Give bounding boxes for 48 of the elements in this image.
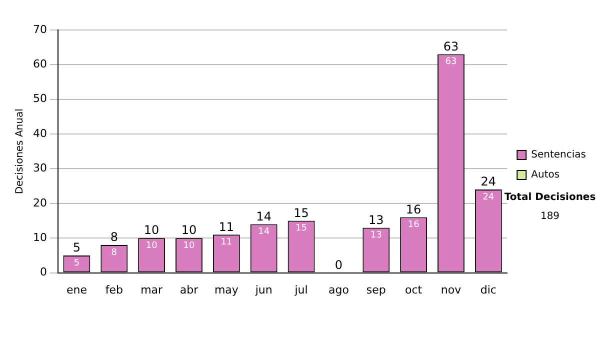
total-label: 0 xyxy=(334,258,343,272)
data-label: 10 xyxy=(146,240,158,251)
x-tick-label: dic xyxy=(480,283,496,296)
x-tick-label: nov xyxy=(440,283,462,296)
total-label: 14 xyxy=(256,209,272,224)
total-label: 24 xyxy=(480,174,496,189)
annotation: Total Decisiones xyxy=(503,192,597,203)
legend-label: Autos xyxy=(531,170,560,181)
data-label: 10 xyxy=(183,240,195,251)
total-label: 11 xyxy=(218,220,234,234)
total-label: 8 xyxy=(110,230,118,244)
x-tick-label: jun xyxy=(254,283,272,296)
y-tick-label: 40 xyxy=(32,126,47,140)
data-label: 15 xyxy=(296,224,308,234)
data-label: 13 xyxy=(370,230,382,241)
total-label: 15 xyxy=(294,206,309,220)
x-tick-label: mar xyxy=(140,283,164,296)
x-tick-label: abr xyxy=(180,283,199,296)
total-label: 16 xyxy=(406,202,422,216)
data-label: 63 xyxy=(445,57,457,68)
y-tick-label: 30 xyxy=(32,162,47,175)
total-label: 10 xyxy=(181,223,197,238)
data-label: 24 xyxy=(482,192,494,202)
x-tick-label: ene xyxy=(66,283,88,296)
total-label: 63 xyxy=(443,39,459,54)
legend-label: Sentencias xyxy=(531,150,586,161)
y-axis-title: Decisiones Anual xyxy=(14,108,26,194)
y-tick-label: 10 xyxy=(32,230,47,244)
data-label: 11 xyxy=(220,237,232,248)
data-label: 14 xyxy=(258,227,270,238)
text: 189 xyxy=(539,211,561,222)
x-tick-label: feb xyxy=(105,283,123,296)
data-label: 16 xyxy=(408,220,420,230)
y-tick-label: 70 xyxy=(32,22,47,36)
x-tick-label: may xyxy=(214,283,239,296)
x-tick-label: oct xyxy=(405,283,423,296)
y-tick-label: 50 xyxy=(32,92,47,106)
x-tick-label: jul xyxy=(294,283,308,296)
x-tick-label: ago xyxy=(328,283,350,296)
total-label: 10 xyxy=(144,223,160,238)
data-label: 8 xyxy=(111,248,118,258)
data-label: 5 xyxy=(74,258,80,268)
total-label: 13 xyxy=(368,212,384,227)
y-tick-label: 0 xyxy=(40,266,47,279)
total-label: 5 xyxy=(72,240,81,255)
y-tick-label: 20 xyxy=(32,196,47,210)
y-tick-label: 60 xyxy=(32,58,47,71)
x-tick-label: sep xyxy=(366,283,386,296)
